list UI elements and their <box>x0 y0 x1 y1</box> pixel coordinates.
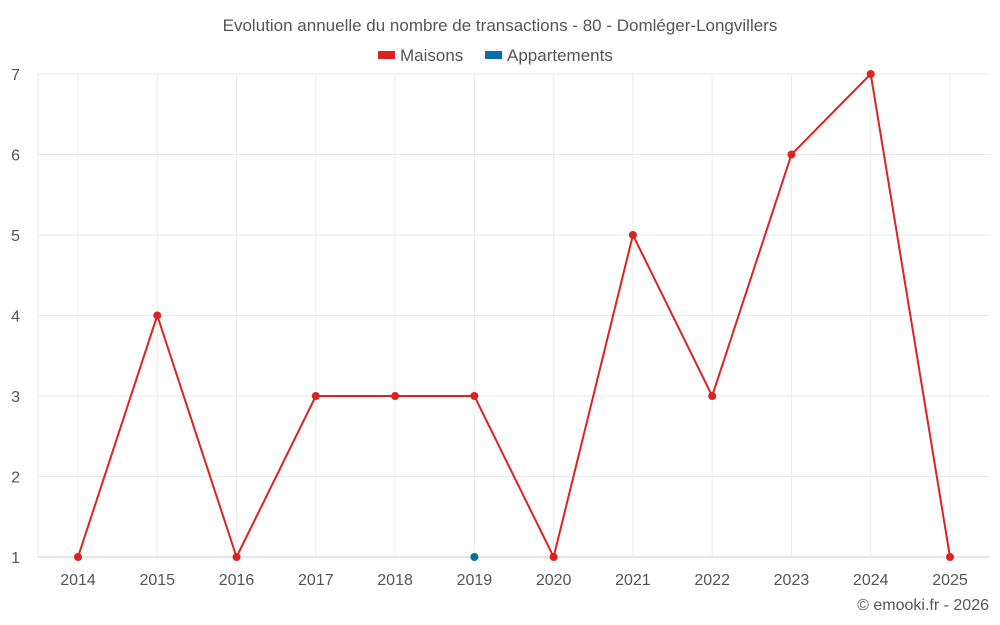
y-tick-label: 4 <box>11 309 20 326</box>
data-point-maisons <box>74 553 82 561</box>
data-point-maisons <box>708 392 717 400</box>
credit: © emooki.fr - 2026 <box>857 597 989 614</box>
x-tick-label: 2020 <box>536 572 572 589</box>
legend: Maisons Appartements <box>378 46 613 65</box>
data-point-maisons <box>391 392 400 400</box>
x-tick-label: 2023 <box>774 572 810 589</box>
data-point-maisons <box>232 553 241 561</box>
series-line-maisons <box>77 71 951 560</box>
x-tick-label: 2018 <box>377 572 413 589</box>
legend-label-appartements: Appartements <box>507 46 613 65</box>
legend-swatch-maisons <box>378 51 395 59</box>
grid <box>37 73 990 558</box>
data-point-maisons <box>470 392 479 400</box>
x-tick-label: 2015 <box>139 572 175 589</box>
y-tick-label: 3 <box>11 389 20 406</box>
data-point-maisons <box>549 553 558 561</box>
y-tick-label: 7 <box>11 67 20 84</box>
y-tick-label: 2 <box>11 470 20 487</box>
y-tick-label: 1 <box>11 550 20 567</box>
data-point-maisons <box>787 150 796 159</box>
data-point-maisons <box>153 311 162 320</box>
data-point-maisons <box>628 231 637 239</box>
chart-title: Evolution annuelle du nombre de transact… <box>223 16 778 35</box>
x-tick-label: 2019 <box>457 572 493 589</box>
data-point-appartements <box>470 553 479 561</box>
data-point-maisons <box>311 392 320 400</box>
x-tick-label: 2025 <box>932 572 968 589</box>
legend-label-maisons: Maisons <box>400 46 463 65</box>
y-tick-label: 6 <box>11 148 20 165</box>
x-tick-label: 2022 <box>694 572 730 589</box>
x-tick-label: 2017 <box>298 572 334 589</box>
x-tick-label: 2021 <box>615 572 651 589</box>
data-point-maisons <box>946 553 954 561</box>
legend-swatch-appartements <box>485 51 502 59</box>
x-tick-label: 2024 <box>853 572 889 589</box>
x-tick-label: 2014 <box>60 572 96 589</box>
data-point-maisons <box>866 70 875 78</box>
x-tick-label: 2016 <box>219 572 255 589</box>
y-tick-label: 5 <box>11 228 20 245</box>
